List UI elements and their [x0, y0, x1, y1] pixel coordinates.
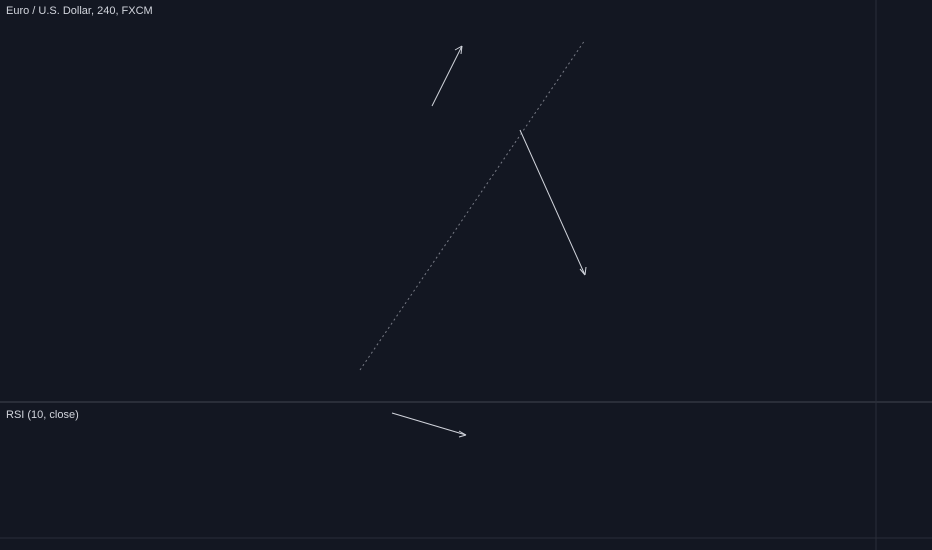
chart-title: Euro / U.S. Dollar, 240, FXCM [6, 5, 153, 17]
trend-arrow [519, 129, 586, 276]
fib-trend-line [359, 39, 586, 371]
arrow-head [454, 45, 463, 55]
arrow-head [579, 266, 587, 276]
trend-arrow [431, 45, 463, 107]
arrow-head [458, 430, 467, 438]
rsi-title: RSI (10, close) [6, 409, 79, 421]
rsi-divergence-arrow [391, 412, 467, 436]
